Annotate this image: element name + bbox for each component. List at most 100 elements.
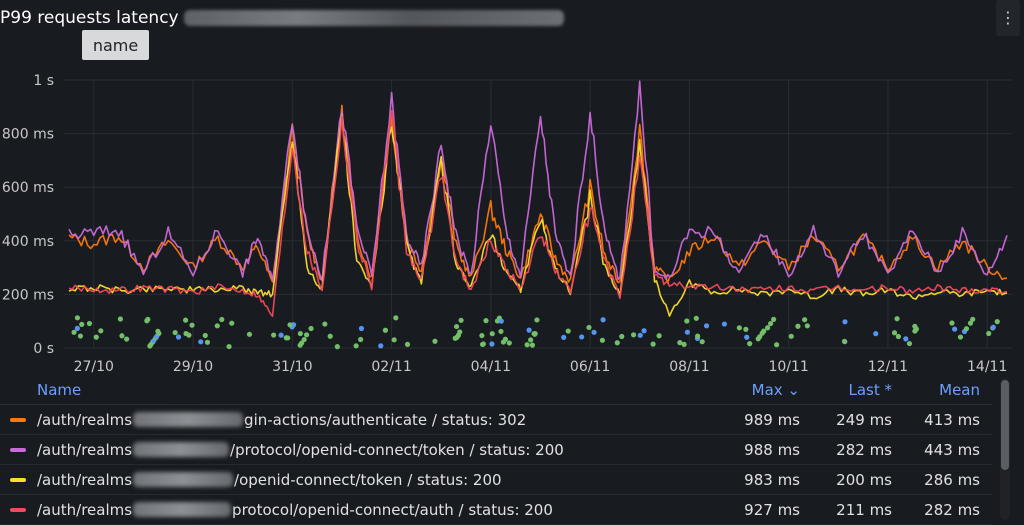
scatter-point: [458, 317, 464, 323]
x-tick-label: 08/11: [669, 359, 709, 375]
scatter-point: [86, 320, 93, 327]
scatter-point: [172, 329, 178, 336]
scatter-point: [802, 317, 808, 323]
scatter-point: [308, 325, 314, 332]
scatter-point: [804, 323, 810, 329]
legend-row-name[interactable]: /auth/realms /protocol/openid-connect/to…: [0, 441, 700, 459]
scatter-point: [506, 340, 512, 346]
scatter-point: [219, 316, 225, 323]
scatter-point: [117, 316, 124, 322]
scatter-point: [986, 330, 992, 337]
scatter-point: [98, 328, 104, 334]
scatter-point: [681, 341, 687, 348]
legend-header-mean[interactable]: Mean: [939, 381, 980, 399]
y-tick-label: 600 ms: [2, 180, 54, 196]
x-tick-label: 29/10: [173, 359, 213, 375]
panel-menu-button[interactable]: ⋮: [996, 0, 1020, 36]
legend-row-name[interactable]: /auth/realms /openid-connect/token / sta…: [0, 471, 700, 489]
scatter-point: [873, 331, 879, 337]
scatter-point: [79, 321, 85, 327]
scatter-point: [391, 337, 397, 343]
vertical-ellipsis-icon: ⋮: [1000, 8, 1016, 27]
scatter-point: [641, 328, 647, 334]
scatter-point: [768, 320, 774, 327]
series-name-suffix: /openid-connect/token / status: 200: [234, 470, 502, 489]
scatter-point: [765, 325, 771, 331]
legend-table: Name Max ⌄ Last * Mean /auth/realms gin-…: [0, 376, 992, 525]
redacted-realm: [133, 502, 232, 517]
scatter-point: [903, 336, 909, 342]
legend-header-max[interactable]: Max ⌄: [700, 381, 800, 399]
y-tick-label: 400 ms: [2, 234, 54, 250]
scatter-point: [747, 341, 753, 347]
scatter-point: [198, 339, 204, 345]
scatter-point: [358, 325, 365, 332]
scatter-point: [774, 342, 780, 348]
x-tick-label: 02/11: [371, 359, 411, 375]
legend-row-last: 249 ms: [836, 410, 892, 429]
chart-grid: [64, 79, 1012, 349]
series-lines: [68, 80, 1008, 318]
series-name-prefix: /auth/realms: [37, 500, 133, 519]
legend-row-last: 282 ms: [836, 440, 892, 459]
scatter-point: [721, 321, 728, 327]
scatter-point: [565, 328, 571, 334]
scatter-point: [145, 316, 151, 322]
legend-row-last: 200 ms: [836, 470, 892, 489]
legend-header-name[interactable]: Name: [37, 381, 82, 399]
scatter-point: [534, 317, 540, 323]
scatter-point: [693, 315, 699, 321]
legend-row[interactable]: /auth/realms gin-actions/authenticate / …: [0, 405, 992, 435]
legend-header-last[interactable]: Last *: [848, 381, 892, 399]
scrollbar-thumb[interactable]: [1001, 380, 1009, 470]
x-tick-label: 12/11: [868, 359, 908, 375]
legend-row-name[interactable]: /auth/realms gin-actions/authenticate / …: [0, 411, 700, 429]
series-name-tooltip: name: [82, 30, 149, 60]
scatter-point: [229, 320, 235, 326]
scatter-point: [74, 325, 80, 331]
legend-row-name[interactable]: /auth/realms protocol/openid-connect/aut…: [0, 501, 700, 519]
scatter-point: [795, 323, 801, 329]
scatter-point: [656, 333, 662, 339]
legend-row[interactable]: /auth/realms /openid-connect/token / sta…: [0, 465, 992, 495]
scatter-point: [637, 332, 643, 338]
scatter-point: [202, 332, 208, 339]
redacted-title-suffix: [184, 10, 564, 26]
scatter-point: [404, 341, 411, 347]
scatter-point: [528, 337, 534, 343]
scatter-point: [214, 323, 220, 329]
y-tick-label: 1 s: [33, 73, 54, 89]
scatter-point: [287, 322, 293, 328]
scatter-point: [744, 334, 750, 340]
scatter-point: [912, 323, 918, 329]
series-line: [68, 104, 1007, 285]
legend-row[interactable]: /auth/realms protocol/openid-connect/aut…: [0, 495, 992, 525]
scatter-point: [842, 319, 848, 325]
scatter-point: [322, 321, 328, 327]
scatter-point: [841, 338, 848, 345]
scatter-point: [175, 334, 182, 340]
scatter-point: [788, 333, 794, 339]
scatter-point: [77, 333, 84, 339]
latency-chart[interactable]: 0 s 200 ms 400 ms 600 ms 800 ms 1 s 27/10 29/1…: [0, 60, 1024, 376]
scatter-point: [891, 330, 898, 336]
tooltip-text: name: [92, 35, 139, 55]
panel-title-text: P99 requests latency: [0, 8, 179, 28]
legend-row-last: 211 ms: [836, 500, 892, 519]
scatter-point: [650, 341, 656, 347]
scatter-point: [226, 343, 232, 350]
scatter-point: [189, 322, 195, 328]
scatter-point: [703, 323, 710, 329]
scatter-point: [599, 337, 606, 343]
legend-row[interactable]: /auth/realms /protocol/openid-connect/to…: [0, 435, 992, 465]
series-line: [68, 114, 1008, 317]
legend-row-max: 983 ms: [744, 470, 800, 489]
x-tick-label: 10/11: [768, 359, 808, 375]
legend-scrollbar[interactable]: [1000, 378, 1010, 520]
scatter-point: [393, 315, 399, 321]
x-tick-label: 04/11: [471, 359, 511, 375]
scatter-point: [455, 332, 461, 338]
scatter-point: [303, 332, 310, 338]
scatter-point: [967, 320, 974, 326]
scatter-point: [994, 319, 1000, 325]
